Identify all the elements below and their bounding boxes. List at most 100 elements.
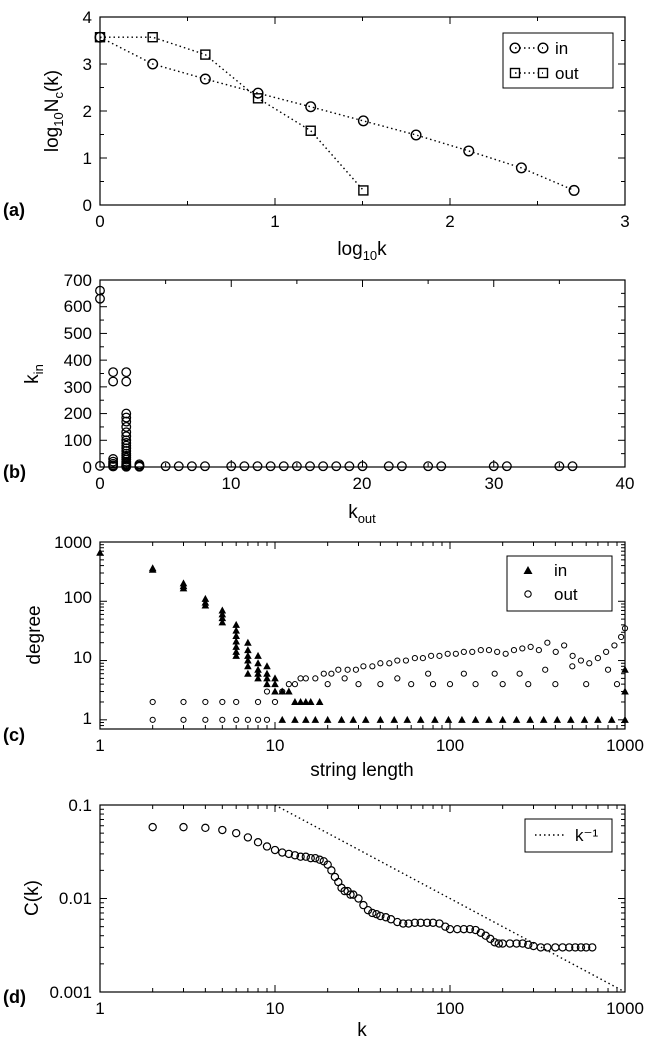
- data-point: [306, 853, 315, 863]
- series-line-in: [99, 36, 575, 192]
- data-point-out: [594, 654, 601, 662]
- data-point-out: [613, 681, 621, 688]
- data-point: [108, 376, 119, 387]
- data-point-out: [358, 185, 369, 196]
- data-point-in: [526, 715, 534, 723]
- panel-a: 0 1 2 3 0 1 2 3 4 log10k log10Nc(k) (a) …: [3, 8, 630, 263]
- data-point-out: [425, 670, 432, 677]
- data-point-in: [539, 715, 548, 723]
- panel-d: 1 10 100 1000 0.001 0.01 0.1 k C(k) (d) …: [3, 796, 644, 1040]
- data-point: [327, 866, 336, 875]
- panel-label: (a): [3, 200, 25, 220]
- data-point-out: [297, 675, 304, 682]
- data-point: [376, 911, 385, 921]
- data-point-out: [452, 650, 459, 657]
- data-point: [296, 852, 305, 861]
- data-point-in: [431, 715, 439, 723]
- data-point: [346, 890, 355, 899]
- data-point: [488, 461, 499, 472]
- data-point-in: [621, 665, 629, 673]
- data-point: [290, 851, 300, 860]
- data-point-out: [535, 647, 542, 654]
- data-point-out: [147, 32, 158, 43]
- data-point: [160, 461, 171, 472]
- data-point-out: [202, 716, 209, 723]
- x-tick-label: 40: [616, 474, 635, 493]
- data-point-out: [263, 716, 271, 723]
- data-point-out: [411, 654, 418, 662]
- data-point: [278, 461, 289, 472]
- data-point: [423, 461, 434, 472]
- legend-marker-out: [537, 67, 549, 79]
- markers-d: [148, 822, 597, 952]
- data-point-in: [621, 715, 629, 723]
- data-point-in: [607, 715, 616, 723]
- data-point-out: [552, 681, 559, 688]
- x-tick-label: 100: [436, 999, 464, 1018]
- y-tick-label: 400: [64, 351, 92, 370]
- x-tick-label: 1: [95, 736, 104, 755]
- data-point-in: [515, 162, 527, 174]
- data-point-out: [485, 647, 493, 654]
- data-point: [179, 822, 188, 832]
- data-point-in: [291, 715, 299, 723]
- y-tick-label: 1: [83, 709, 92, 728]
- data-point-out: [94, 32, 106, 43]
- data-point: [253, 838, 263, 847]
- data-point-in: [296, 697, 305, 705]
- reference-line-k-inverse: [274, 804, 626, 993]
- data-point: [121, 367, 132, 378]
- x-tick-label: 1: [270, 212, 279, 231]
- data-point: [243, 833, 253, 842]
- data-point: [291, 461, 302, 472]
- data-point: [121, 376, 132, 387]
- data-point: [543, 943, 552, 952]
- data-point-in: [390, 715, 399, 723]
- legend-marker-out: [509, 67, 521, 79]
- data-point: [359, 900, 368, 910]
- data-point-out: [444, 650, 451, 657]
- data-point: [428, 918, 438, 927]
- data-point-in: [254, 665, 262, 673]
- data-point-in: [302, 697, 310, 705]
- x-tick-label: 1: [95, 999, 104, 1018]
- data-point: [576, 943, 586, 952]
- data-point: [121, 443, 132, 454]
- data-point: [368, 908, 377, 918]
- data-point-out: [244, 716, 251, 723]
- data-point-out: [472, 681, 479, 688]
- markers-c: [96, 548, 629, 723]
- data-point-out: [344, 666, 351, 673]
- ticks-b: [99, 279, 626, 468]
- data-point-in: [306, 697, 315, 705]
- data-point-out: [271, 698, 279, 706]
- x-axis-label: string length: [310, 760, 414, 781]
- data-point-out: [305, 125, 316, 136]
- data-point-out: [324, 681, 331, 688]
- data-point-in: [147, 58, 159, 70]
- data-point-in: [311, 715, 320, 723]
- data-point: [441, 922, 450, 931]
- data-point-out: [429, 681, 437, 688]
- data-point-out: [499, 681, 506, 688]
- data-point-in: [302, 715, 310, 723]
- data-point-out: [394, 675, 401, 682]
- data-point-out: [233, 716, 240, 723]
- y-tick-label: 0.1: [68, 796, 92, 815]
- data-point: [311, 853, 320, 863]
- panel-c: 1 10 100 1000 1 10 100 1000 string lengt…: [3, 533, 644, 781]
- data-point: [121, 431, 132, 442]
- data-point-in: [498, 715, 507, 723]
- data-point: [465, 924, 475, 934]
- data-point-out: [428, 652, 435, 659]
- data-point-in: [271, 687, 279, 695]
- legend-box: [506, 555, 613, 612]
- data-point-in: [244, 669, 252, 677]
- data-point-in: [244, 638, 252, 646]
- data-point: [173, 461, 184, 472]
- data-point-out: [446, 681, 454, 688]
- x-tick-label: 10: [222, 474, 241, 493]
- data-point-out: [502, 650, 509, 657]
- data-point: [134, 461, 145, 472]
- data-point-in: [232, 642, 240, 650]
